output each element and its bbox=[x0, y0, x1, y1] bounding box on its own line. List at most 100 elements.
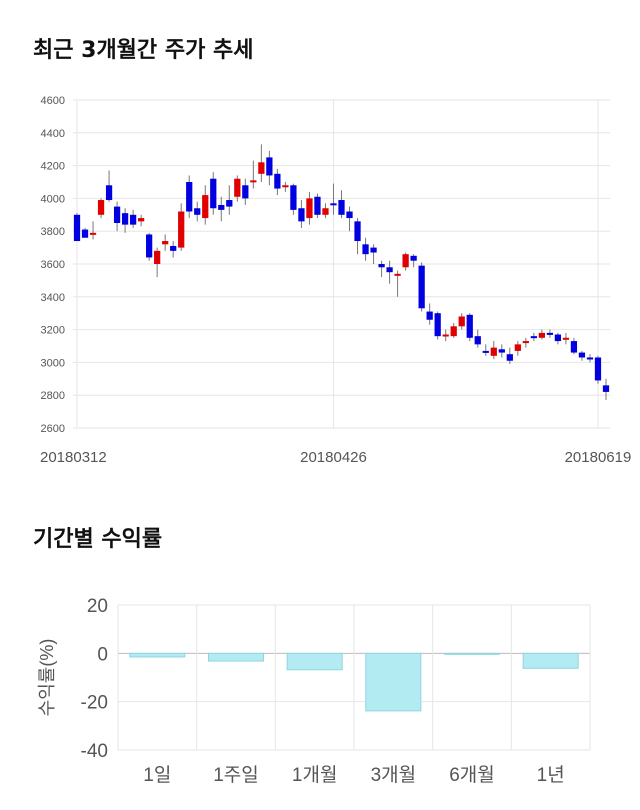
y-axis-label: 수익률(%) bbox=[37, 639, 57, 717]
y-tick-label: 3600 bbox=[41, 259, 65, 271]
candle-body bbox=[154, 250, 161, 264]
candle-body bbox=[113, 206, 121, 223]
candle-body bbox=[466, 314, 473, 338]
candle-body bbox=[97, 200, 105, 215]
candle-body bbox=[290, 185, 297, 210]
return-bar bbox=[129, 652, 186, 658]
candle-body bbox=[234, 178, 241, 197]
candle-body bbox=[506, 354, 513, 361]
y-tick-label: 4000 bbox=[41, 193, 65, 205]
return-bar bbox=[522, 652, 579, 669]
candle-body bbox=[226, 200, 233, 207]
y-tick-label: -40 bbox=[81, 741, 108, 762]
candle-body bbox=[346, 211, 353, 219]
candle-body bbox=[146, 234, 153, 258]
x-tick-label: 1년 bbox=[537, 764, 565, 786]
candle-body bbox=[426, 311, 433, 320]
candle-body bbox=[546, 332, 554, 335]
candle-body bbox=[129, 214, 137, 225]
y-tick-label: 0 bbox=[97, 644, 108, 665]
return-bar bbox=[207, 652, 265, 662]
candle-body bbox=[170, 245, 177, 251]
candle-body bbox=[490, 347, 497, 356]
candle-body bbox=[282, 185, 289, 188]
price-chart-title: 최근 3개월간 주가 추세 bbox=[33, 38, 254, 63]
candle-body bbox=[89, 232, 97, 235]
x-tick-label: 1일 bbox=[143, 764, 171, 786]
candle-body bbox=[218, 204, 225, 210]
candle-body bbox=[362, 244, 369, 255]
candle-body bbox=[330, 203, 337, 206]
candle-body bbox=[514, 344, 521, 351]
candle-body bbox=[138, 218, 145, 222]
candlestick-chart: 2600 2800 3000 3200 3400 3600 3800 4000 4200 4400… bbox=[40, 95, 632, 466]
candle-body bbox=[322, 208, 329, 215]
candle-body bbox=[594, 357, 602, 381]
return-bar bbox=[443, 652, 501, 655]
y-tick-label: 3800 bbox=[41, 226, 65, 238]
candle-body bbox=[498, 349, 505, 353]
candle-body bbox=[554, 334, 562, 342]
x-tick-label: 20180426 bbox=[300, 449, 367, 466]
candle-body bbox=[338, 200, 345, 215]
candle-body bbox=[450, 326, 457, 337]
candle-body bbox=[386, 267, 393, 273]
y-tick-label: 4400 bbox=[41, 128, 65, 140]
y-tick-label: 2800 bbox=[41, 390, 65, 402]
candle-body bbox=[522, 341, 529, 344]
candle-body bbox=[442, 334, 449, 337]
x-tick-label: 3개월 bbox=[371, 764, 417, 786]
y-tick-label: 4200 bbox=[41, 161, 65, 173]
x-tick-label: 1개월 bbox=[292, 764, 338, 786]
candle-body bbox=[258, 162, 265, 174]
candle-body bbox=[266, 157, 273, 176]
candle-body bbox=[105, 185, 113, 201]
y-tick-label: 20 bbox=[87, 596, 108, 617]
candle-body bbox=[474, 336, 481, 345]
candle-body bbox=[578, 352, 586, 358]
candle-body bbox=[186, 182, 193, 212]
candle-body bbox=[402, 254, 409, 268]
candle-body bbox=[458, 316, 465, 327]
candle-body bbox=[570, 341, 578, 353]
candle-body bbox=[306, 198, 313, 219]
x-tick-label: 6개월 bbox=[449, 764, 495, 786]
x-tick-label: 20180619 bbox=[565, 449, 632, 466]
candle-body bbox=[562, 337, 570, 340]
return-bar bbox=[286, 652, 343, 671]
y-tick-label: -20 bbox=[81, 693, 108, 714]
candle-body bbox=[298, 208, 305, 222]
candle-body bbox=[418, 265, 425, 309]
candle-body bbox=[410, 255, 417, 261]
candle-body bbox=[162, 241, 169, 245]
candle-body bbox=[530, 336, 537, 339]
candle-body bbox=[434, 313, 441, 337]
candle-body bbox=[602, 385, 610, 392]
y-tick-label: 2600 bbox=[41, 423, 65, 435]
candle-body bbox=[538, 332, 545, 338]
candle-body bbox=[210, 178, 217, 209]
y-tick-label: 3200 bbox=[41, 325, 65, 337]
candle-body bbox=[354, 221, 361, 242]
candle-body bbox=[194, 208, 201, 215]
candle-body bbox=[586, 357, 594, 360]
returns-chart-title: 기간별 수익률 bbox=[33, 527, 163, 552]
x-tick-label: 20180312 bbox=[40, 449, 107, 466]
candle-body bbox=[482, 350, 489, 353]
x-tick-label: 1주일 bbox=[213, 764, 259, 786]
candle-body bbox=[378, 264, 385, 268]
y-tick-label: 4600 bbox=[41, 95, 65, 107]
candle-body bbox=[250, 180, 257, 183]
candle-body bbox=[178, 211, 185, 248]
candle-body bbox=[370, 247, 377, 253]
candle-body bbox=[274, 173, 281, 189]
candle-body bbox=[73, 214, 81, 242]
y-tick-label: 3400 bbox=[41, 292, 65, 304]
return-bar bbox=[365, 652, 422, 712]
candle-body bbox=[202, 195, 209, 219]
returns-bar-chart: -40 -20 0 20 수익률(%) 1일 1주일 1개월 3개월 6개월 1년 bbox=[37, 596, 591, 786]
y-tick-label: 3000 bbox=[41, 357, 65, 369]
candle-body bbox=[314, 196, 321, 215]
candle-body bbox=[81, 229, 89, 238]
candle-body bbox=[394, 273, 401, 276]
